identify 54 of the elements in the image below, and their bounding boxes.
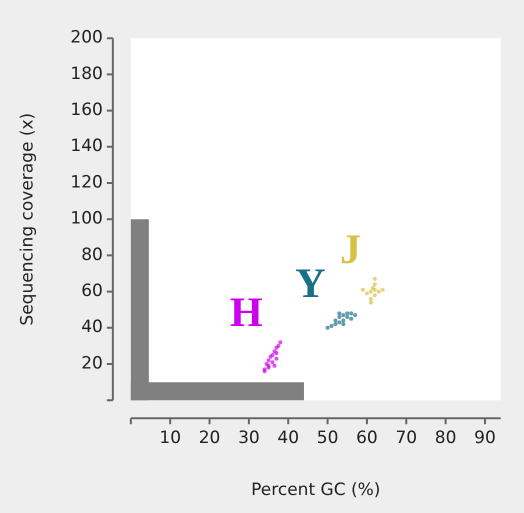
point: [372, 282, 377, 286]
point: [349, 316, 354, 321]
point: [345, 314, 350, 319]
point: [345, 311, 350, 316]
x-tick-label: 80: [434, 428, 456, 448]
x-tick-label: 10: [159, 428, 182, 448]
point: [333, 318, 338, 323]
y-tick-label: 160: [70, 100, 103, 120]
y-tick-label: 120: [70, 172, 103, 192]
x-tick-label: 90: [474, 428, 496, 448]
series-label: Y: [295, 261, 326, 308]
point: [353, 313, 358, 318]
point: [270, 360, 274, 364]
point: [368, 300, 373, 304]
point: [274, 356, 278, 361]
series-label: H: [230, 290, 263, 336]
y-tick-label: 80: [81, 244, 103, 265]
point: [360, 288, 365, 292]
point: [337, 314, 342, 319]
y-tick-label: 140: [70, 136, 103, 156]
point: [372, 293, 377, 298]
point: [337, 320, 342, 324]
point: [278, 340, 282, 344]
point: [266, 358, 271, 362]
series-label: J: [340, 226, 361, 273]
point: [326, 326, 330, 330]
y-axis-title: Sequencing coverage (x): [18, 112, 38, 326]
point: [337, 311, 342, 316]
x-tick-label: 50: [316, 428, 338, 448]
point: [333, 322, 338, 326]
x-tick-label: 70: [395, 428, 418, 448]
y-tick-label: 20: [81, 353, 103, 374]
point: [380, 288, 385, 292]
y-tick-label: 180: [70, 64, 103, 84]
point: [376, 290, 381, 294]
point: [364, 291, 369, 296]
point: [341, 322, 346, 326]
x-tick-label: 20: [198, 428, 220, 448]
point: [349, 311, 354, 316]
y-tick-label: 200: [70, 28, 103, 48]
point: [368, 290, 373, 294]
x-axis-title: Percent GC (%): [251, 480, 380, 500]
point: [330, 324, 334, 328]
y-tick-label: 100: [70, 208, 103, 229]
point: [272, 364, 276, 368]
point: [341, 318, 346, 323]
point: [341, 313, 346, 318]
y-tick-label: 40: [81, 317, 103, 338]
point: [372, 276, 377, 281]
x-tick-label: 40: [277, 428, 300, 448]
x-tick-label: 60: [356, 428, 378, 448]
x-tick-label: 30: [238, 428, 260, 448]
point: [368, 296, 373, 301]
y-tick-label: 60: [81, 281, 103, 302]
